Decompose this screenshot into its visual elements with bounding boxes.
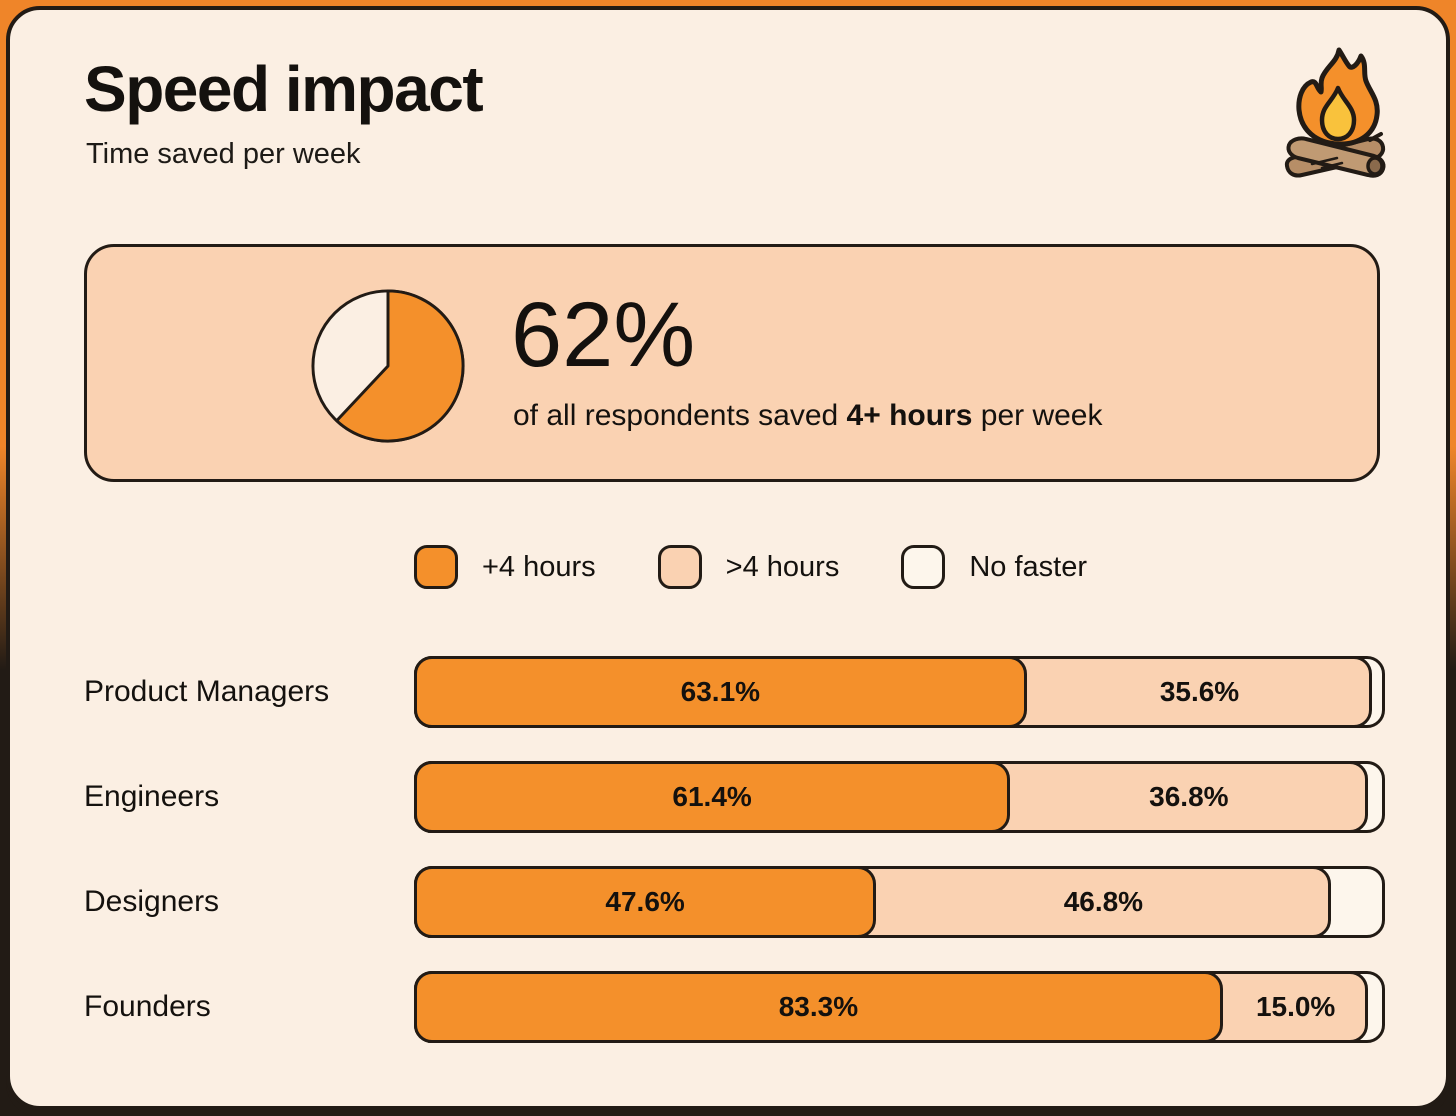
value-label-4-plus-hours: 47.6%: [605, 886, 685, 917]
bar-row: Engineers 61.4% 36.8%: [10, 761, 1446, 833]
bar-row: Product Managers 63.1% 35.6%: [10, 656, 1446, 728]
caption-prefix: of all respondents saved: [513, 399, 847, 432]
legend-item-1: +4 hours: [414, 545, 596, 589]
pie-slice: [335, 289, 465, 443]
stacked-bar: 83.3% 15.0%: [414, 971, 1385, 1043]
category-label: Engineers: [84, 780, 220, 813]
legend-item-2: >4 hours: [657, 545, 840, 589]
page-subtitle: Time saved per week: [86, 138, 361, 170]
value-label-under-4-hours: 36.8%: [1149, 781, 1229, 812]
campfire-flame: [1296, 47, 1380, 147]
infographic-card: Speed impact Time saved per week 62% of …: [6, 6, 1450, 1110]
legend: +4 hours >4 hours No faster: [414, 545, 1149, 589]
category-label: Founders: [84, 990, 211, 1023]
pie-chart: [311, 289, 465, 443]
highlight-value: 62%: [511, 284, 696, 386]
campfire-logs: [1284, 132, 1386, 178]
bar-row: Founders 83.3% 15.0%: [10, 971, 1446, 1043]
highlight-callout: 62% of all respondents saved 4+ hours pe…: [84, 244, 1380, 482]
legend-label: +4 hours: [482, 550, 596, 583]
segment-4-plus-hours: [414, 866, 877, 938]
page-title: Speed impact: [84, 53, 484, 125]
bar-row: Designers 47.6% 46.8%: [10, 866, 1446, 938]
value-label-under-4-hours: 15.0%: [1255, 991, 1336, 1022]
legend-swatch-icon: [657, 545, 702, 589]
segment-4-plus-hours: [414, 971, 1223, 1043]
campfire-icon: [1284, 47, 1386, 178]
value-label-4-plus-hours: 61.4%: [672, 781, 752, 812]
highlight-caption: of all respondents saved 4+ hours per we…: [513, 399, 1103, 433]
caption-suffix: per week: [972, 399, 1103, 432]
value-label-4-plus-hours: 63.1%: [680, 676, 761, 707]
segment-4-plus-hours: [414, 761, 1011, 833]
legend-label: >4 hours: [725, 550, 840, 583]
legend-swatch-icon: [414, 545, 458, 589]
legend-item-3: No faster: [901, 545, 1087, 589]
segment-4-plus-hours: [414, 656, 1027, 728]
value-label-under-4-hours: 35.6%: [1159, 676, 1240, 707]
legend-swatch-icon: [901, 545, 946, 589]
legend-label: No faster: [969, 550, 1088, 583]
value-label-under-4-hours: 46.8%: [1063, 886, 1144, 917]
category-label: Product Managers: [84, 675, 330, 708]
stacked-bar: 63.1% 35.6%: [414, 656, 1385, 728]
stacked-bar: 61.4% 36.8%: [414, 761, 1385, 833]
category-label: Designers: [84, 885, 220, 918]
stacked-bar: 47.6% 46.8%: [414, 866, 1385, 938]
caption-bold: 4+ hours: [846, 399, 973, 432]
value-label-4-plus-hours: 83.3%: [778, 991, 859, 1022]
